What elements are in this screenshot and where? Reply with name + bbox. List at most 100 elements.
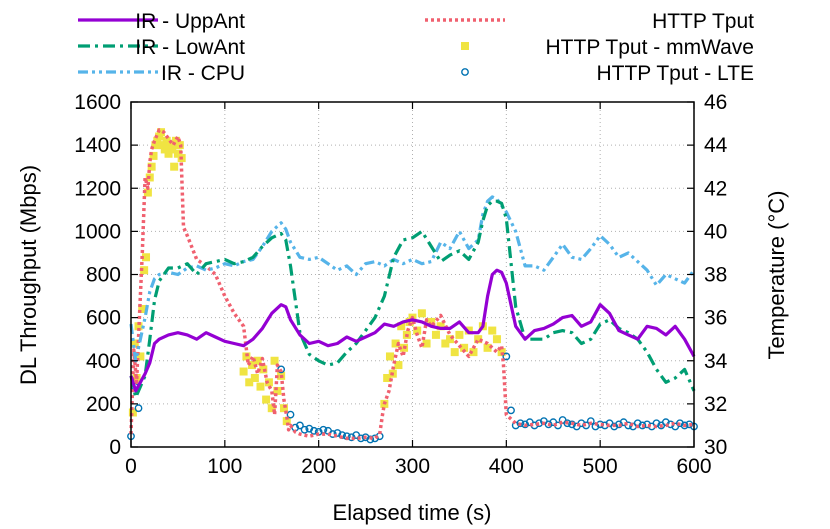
- data-point-square: [474, 335, 483, 344]
- data-point-square: [385, 352, 394, 361]
- data-point-circle: [582, 421, 590, 430]
- legend-label: IR - CPU: [161, 62, 245, 85]
- data-point-square: [147, 162, 156, 171]
- data-point-square: [469, 348, 478, 357]
- data-point-square: [267, 404, 276, 413]
- data-point-square: [422, 339, 431, 348]
- y-left-tick-label: 0: [109, 436, 121, 459]
- legend-swatch: [461, 68, 469, 76]
- data-point-square: [128, 408, 137, 417]
- data-point-square: [394, 361, 403, 370]
- data-point-circle: [676, 419, 684, 428]
- legend-swatch: [461, 42, 469, 50]
- data-point-square: [155, 132, 164, 141]
- data-point-square: [164, 149, 173, 158]
- data-point-circle: [361, 433, 370, 442]
- series-layer: [127, 128, 698, 444]
- series-ir-cpu: [129, 195, 696, 363]
- data-point-square: [242, 352, 251, 361]
- data-point-circle: [680, 421, 689, 430]
- x-tick-label: 0: [125, 455, 137, 478]
- x-tick-label: 400: [489, 455, 524, 478]
- data-point-square: [162, 136, 171, 145]
- legend-label: HTTP Tput: [652, 10, 754, 33]
- data-point-square: [460, 343, 469, 352]
- data-point-square: [256, 382, 265, 391]
- data-point-square: [441, 339, 450, 348]
- data-point-square: [446, 335, 455, 344]
- data-point-square: [273, 386, 282, 395]
- y-right-tick-label: 44: [704, 134, 728, 157]
- data-point-square: [172, 136, 181, 145]
- data-point-square: [134, 322, 143, 331]
- x-tick-label: 300: [395, 455, 430, 478]
- y-left-tick-label: 1200: [74, 177, 121, 200]
- data-point-square: [455, 330, 464, 339]
- y-right-tick-label: 46: [704, 91, 727, 114]
- data-point-circle: [516, 419, 525, 428]
- y-left-tick-label: 1000: [74, 220, 121, 243]
- data-point-circle: [134, 404, 143, 413]
- data-point-square: [450, 348, 459, 357]
- data-point-square: [417, 309, 426, 318]
- y-left-tick-label: 1600: [74, 91, 121, 114]
- data-point-square: [138, 305, 147, 313]
- data-point-circle: [333, 429, 342, 437]
- data-point-circle: [502, 352, 511, 361]
- data-point-square: [270, 356, 279, 365]
- series-ir-uppant: [129, 268, 696, 393]
- data-point-square: [282, 417, 291, 426]
- data-point-circle: [568, 420, 576, 429]
- data-point-square: [253, 356, 262, 365]
- y-axis-left-title: DL Throughput (Mbps): [16, 165, 41, 385]
- series-ir-lowant: [129, 199, 696, 399]
- data-point-square: [130, 339, 139, 348]
- data-point-square: [427, 317, 436, 326]
- data-point-square: [245, 378, 254, 387]
- x-tick-label: 500: [583, 455, 618, 478]
- y-right-tick-label: 42: [704, 177, 727, 200]
- y-left-tick-label: 800: [86, 264, 121, 287]
- data-point-circle: [610, 422, 619, 431]
- y-left-tick-label: 600: [86, 307, 121, 330]
- data-point-square: [168, 145, 177, 154]
- y-right-tick-label: 38: [704, 264, 727, 287]
- data-point-square: [483, 343, 492, 352]
- series-line: [129, 268, 696, 393]
- data-point-square: [140, 266, 149, 275]
- data-point-circle: [507, 406, 515, 415]
- data-point-square: [166, 141, 175, 150]
- data-point-circle: [300, 425, 309, 434]
- legend-label: IR - UppAnt: [135, 10, 245, 33]
- y-right-tick-label: 34: [704, 350, 728, 373]
- legend-label: HTTP Tput - mmWave: [546, 36, 754, 59]
- data-point-circle: [563, 419, 572, 428]
- x-tick-label: 100: [207, 455, 242, 478]
- ticks: 0 100 200 300 400 500 600 0 200 400 600 800 1000 1200…: [74, 91, 727, 478]
- y-left-tick-label: 1400: [74, 134, 121, 157]
- series-line: [129, 199, 696, 399]
- data-point-square: [239, 367, 248, 376]
- data-point-square: [492, 335, 501, 344]
- data-point-square: [383, 374, 392, 382]
- data-point-square: [157, 128, 166, 137]
- x-axis-title: Elapsed time (s): [333, 500, 492, 525]
- grid: [131, 102, 694, 447]
- y-right-tick-label: 32: [704, 393, 727, 416]
- series-line: [129, 195, 696, 363]
- data-point-square: [497, 348, 506, 357]
- data-point-circle: [305, 424, 314, 433]
- data-point-square: [173, 149, 182, 158]
- data-point-circle: [544, 420, 553, 429]
- data-point-square: [436, 322, 445, 331]
- data-point-square: [143, 188, 152, 197]
- data-point-circle: [638, 421, 647, 430]
- data-point-square: [391, 339, 400, 348]
- data-point-square: [136, 352, 145, 361]
- data-point-square: [413, 326, 422, 335]
- data-point-circle: [310, 426, 318, 435]
- data-point-square: [279, 404, 288, 413]
- data-point-circle: [295, 421, 304, 430]
- data-point-square: [153, 136, 162, 145]
